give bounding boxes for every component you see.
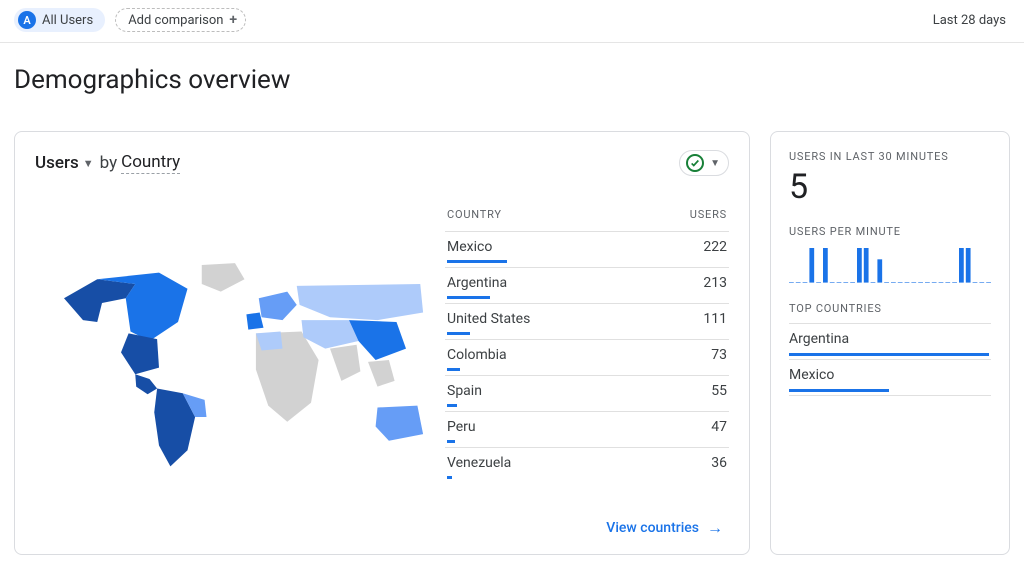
segment-badge: A <box>18 11 36 29</box>
top-country-row[interactable]: Mexico <box>789 360 991 396</box>
country-value: 36 <box>711 455 727 471</box>
users-30min-value: 5 <box>789 167 991 207</box>
view-countries-link[interactable]: View countries → <box>35 504 729 540</box>
country-bar <box>447 368 460 371</box>
caret-down-icon: ▼ <box>83 157 94 170</box>
table-row[interactable]: Venezuela 36 <box>445 448 729 483</box>
users-30min-label: USERS IN LAST 30 MINUTES <box>789 150 991 163</box>
check-circle-icon <box>686 154 704 172</box>
country-name: Argentina <box>447 275 507 291</box>
country-bar <box>447 476 452 479</box>
top-country-bar <box>789 353 989 356</box>
country-name: Colombia <box>447 347 507 363</box>
caret-down-icon: ▼ <box>710 158 720 169</box>
view-countries-label: View countries <box>606 520 699 536</box>
country-value: 222 <box>703 239 727 255</box>
table-row[interactable]: Colombia 73 <box>445 340 729 376</box>
top-countries-label: TOP COUNTRIES <box>789 302 991 324</box>
dimension-dropdown[interactable]: Country <box>121 152 180 174</box>
country-name: United States <box>447 311 530 327</box>
plus-icon: + <box>229 12 237 28</box>
add-comparison-label: Add comparison <box>128 13 223 28</box>
table-row[interactable]: United States 111 <box>445 304 729 340</box>
card-status-dropdown[interactable]: ▼ <box>679 150 729 176</box>
country-bar <box>447 296 490 299</box>
content-area: Users ▼ by Country ▼ <box>0 103 1024 555</box>
page-title: Demographics overview <box>0 43 1024 103</box>
country-bar <box>447 440 455 443</box>
top-country-name: Mexico <box>789 367 991 383</box>
table-row[interactable]: Peru 47 <box>445 412 729 448</box>
realtime-card: USERS IN LAST 30 MINUTES 5 USERS PER MIN… <box>770 131 1010 555</box>
country-name: Venezuela <box>447 455 511 471</box>
users-by-country-card: Users ▼ by Country ▼ <box>14 131 750 555</box>
table-header-users: USERS <box>690 208 727 221</box>
world-map[interactable] <box>35 186 435 504</box>
table-row[interactable]: Mexico 222 <box>445 232 729 268</box>
metric-dropdown[interactable]: Users ▼ <box>35 153 94 173</box>
by-label: by <box>100 153 118 173</box>
users-per-minute-sparkline <box>789 244 993 284</box>
table-row[interactable]: Argentina 213 <box>445 268 729 304</box>
country-value: 55 <box>711 383 727 399</box>
date-range-picker[interactable]: Last 28 days <box>933 13 1010 28</box>
top-country-row[interactable]: Argentina <box>789 324 991 360</box>
country-name: Peru <box>447 419 476 435</box>
card-header: Users ▼ by Country ▼ <box>35 150 729 176</box>
country-value: 47 <box>711 419 727 435</box>
add-comparison-button[interactable]: Add comparison + <box>115 8 246 32</box>
top-country-name: Argentina <box>789 331 991 347</box>
arrow-right-icon: → <box>707 518 723 538</box>
top-bar: A All Users Add comparison + Last 28 day… <box>0 0 1024 43</box>
country-table: COUNTRY USERS Mexico 222 Argentina 213 Unite… <box>445 186 729 504</box>
table-row[interactable]: Spain 55 <box>445 376 729 412</box>
top-country-bar <box>789 389 889 392</box>
metric-label: Users <box>35 153 79 173</box>
country-value: 213 <box>703 275 727 291</box>
country-name: Spain <box>447 383 482 399</box>
table-header-country: COUNTRY <box>447 208 502 221</box>
all-users-pill[interactable]: A All Users <box>14 8 105 32</box>
country-name: Mexico <box>447 239 492 255</box>
users-per-minute-label: USERS PER MINUTE <box>789 225 991 238</box>
country-bar <box>447 404 457 407</box>
country-bar <box>447 260 507 263</box>
country-value: 73 <box>711 347 727 363</box>
country-bar <box>447 332 470 335</box>
all-users-label: All Users <box>42 13 93 28</box>
country-value: 111 <box>703 311 727 327</box>
